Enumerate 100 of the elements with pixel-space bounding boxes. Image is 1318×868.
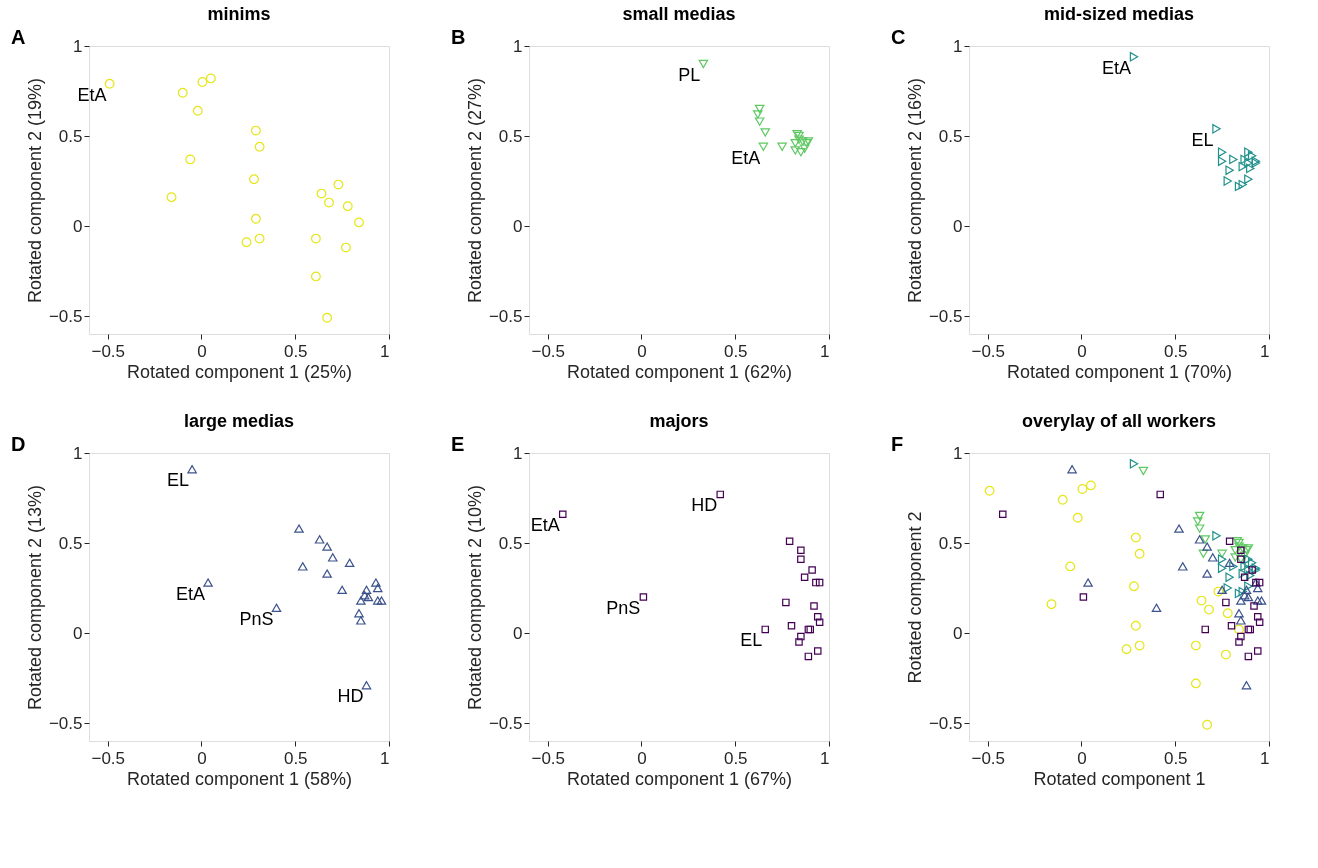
x-tick-label: 0.5 <box>1163 748 1188 768</box>
point <box>754 117 765 126</box>
point <box>316 188 327 199</box>
point <box>1065 561 1076 572</box>
annotation: EL <box>740 630 763 651</box>
y-tick-label: 1 <box>953 36 963 56</box>
point <box>1190 678 1201 689</box>
point <box>1204 604 1214 615</box>
point <box>777 142 787 152</box>
point <box>1156 490 1165 499</box>
point <box>1235 638 1243 646</box>
point <box>185 154 196 165</box>
x-axis-title: Rotated component 1 (25%) <box>126 361 353 382</box>
point <box>1230 553 1241 562</box>
point <box>372 583 383 593</box>
point <box>342 201 353 212</box>
chart-title: large medias <box>183 411 295 431</box>
point <box>359 590 370 600</box>
point <box>1077 484 1088 494</box>
point <box>1243 592 1254 602</box>
point <box>1236 596 1246 605</box>
point <box>310 233 321 244</box>
point <box>1224 558 1235 568</box>
point <box>1196 595 1207 606</box>
y-axis-title: Rotated component 2 (10%) <box>464 484 485 711</box>
point <box>1046 599 1057 610</box>
point <box>790 138 801 148</box>
point <box>797 632 805 641</box>
point <box>327 553 338 562</box>
point <box>1217 549 1227 559</box>
point <box>795 638 803 646</box>
point <box>1250 602 1258 610</box>
point <box>1134 548 1145 559</box>
point <box>1129 581 1139 592</box>
x-tick-label: 0.5 <box>723 748 748 768</box>
point <box>371 578 381 587</box>
point <box>354 608 364 618</box>
annotation: EtA <box>77 84 107 105</box>
point <box>1217 156 1227 166</box>
point <box>1240 561 1249 572</box>
point <box>361 680 372 690</box>
x-tick-label: −0.5 <box>531 748 566 768</box>
point <box>1247 151 1257 161</box>
point <box>1246 163 1255 174</box>
text: E <box>451 433 465 455</box>
x-axis-title: Rotated component 1 (58%) <box>126 768 353 789</box>
point <box>813 613 822 621</box>
point <box>1237 632 1245 641</box>
point <box>1223 583 1232 593</box>
point <box>1238 568 1247 579</box>
annotation: EtA <box>1101 57 1131 78</box>
point <box>1252 583 1263 593</box>
chart-title: overylay of all workers <box>1021 411 1217 431</box>
point <box>797 555 805 563</box>
point <box>1085 480 1096 491</box>
point <box>1202 719 1213 730</box>
point <box>815 618 824 626</box>
point <box>166 192 177 203</box>
point <box>1238 179 1247 190</box>
point <box>1217 554 1227 564</box>
x-tick-label: 0.5 <box>723 341 748 361</box>
x-tick-label: 0 <box>1077 748 1087 768</box>
point <box>1241 680 1252 690</box>
x-axis-title: Rotated component 1 <box>1033 768 1206 789</box>
point <box>297 562 308 571</box>
point <box>808 566 816 574</box>
point <box>241 237 252 248</box>
point <box>1202 569 1212 578</box>
annotation: PL <box>678 65 701 85</box>
point <box>758 142 769 152</box>
point <box>1238 586 1247 597</box>
y-axis-title: Rotated component 2 <box>904 511 925 684</box>
point <box>322 312 333 323</box>
point <box>1217 563 1227 573</box>
point <box>1244 565 1253 575</box>
x-tick-label: 1 <box>1260 748 1270 768</box>
point <box>1213 586 1224 597</box>
point <box>205 73 216 84</box>
point <box>794 135 804 144</box>
y-axis-title: Rotated component 2 (13%) <box>24 484 45 711</box>
point <box>322 542 332 551</box>
point <box>1230 545 1241 555</box>
annotation: EtA <box>731 147 761 168</box>
text: B <box>451 26 466 48</box>
annotation: HD <box>691 495 718 516</box>
point <box>1190 640 1201 651</box>
annotation: EtA <box>176 583 206 604</box>
point <box>354 217 364 228</box>
text: F <box>891 433 904 455</box>
point <box>1234 542 1244 551</box>
point <box>187 464 197 474</box>
y-tick-label: 0 <box>73 216 83 236</box>
point <box>1252 596 1263 605</box>
chart-title: minims <box>207 4 271 24</box>
point <box>197 77 208 87</box>
point <box>813 647 822 655</box>
point <box>1130 620 1141 631</box>
y-tick-label: 0.5 <box>58 126 83 146</box>
point <box>254 141 265 152</box>
point <box>1174 524 1184 533</box>
